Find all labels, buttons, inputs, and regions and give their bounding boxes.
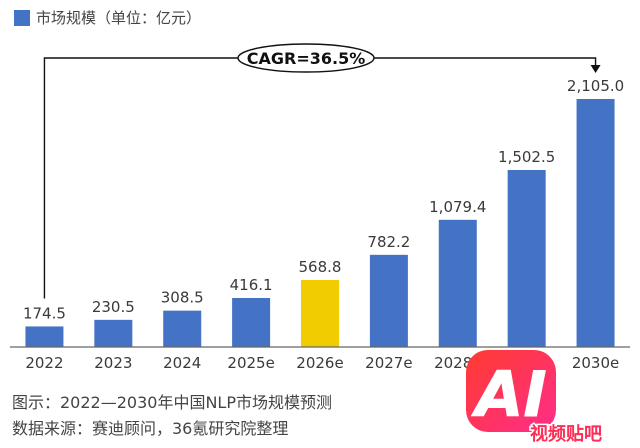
watermark-logo: AI	[470, 358, 546, 431]
watermark-badge	[466, 350, 556, 432]
data-label-2028e: 1,079.4	[429, 198, 486, 216]
legend-label: 市场规模（单位：亿元）	[36, 9, 202, 27]
data-label-2024: 308.5	[161, 289, 204, 307]
data-label-2026e: 568.8	[299, 258, 342, 276]
bar-2028e	[438, 219, 477, 347]
bar-2022	[25, 326, 64, 347]
x-tick-2023: 2023	[94, 354, 132, 372]
x-tick-2024: 2024	[163, 354, 201, 372]
cagr-oval	[237, 43, 375, 73]
figure-caption: 图示：2022—2030年中国NLP市场规模预测	[12, 393, 332, 412]
x-tick-2027e: 2027e	[365, 354, 412, 372]
legend: 市场规模（单位：亿元）	[14, 7, 201, 28]
x-tick-2025e: 2025e	[227, 354, 274, 372]
data-label-2025e: 416.1	[230, 276, 273, 294]
bar-2029e	[507, 169, 546, 347]
data-label-2023: 230.5	[92, 298, 135, 316]
cagr-label: CAGR=36.5%	[247, 49, 366, 68]
legend-swatch	[14, 9, 30, 26]
data-label-2027e: 782.2	[367, 233, 410, 251]
bar-2025e	[232, 297, 271, 347]
bar-2023	[94, 319, 133, 347]
x-tick-2026e: 2026e	[296, 354, 343, 372]
data-label-2029e: 1,502.5	[498, 148, 555, 166]
data-label-2030e: 2,105.0	[567, 77, 624, 95]
source-caption: 数据来源：赛迪顾问，36氪研究院整理	[12, 419, 289, 438]
data-label-2022: 174.5	[23, 304, 66, 322]
bar-2026e	[301, 279, 339, 347]
x-tick-2030e: 2030e	[572, 354, 619, 372]
bar-2024	[163, 310, 202, 347]
x-tick-2022: 2022	[25, 354, 63, 372]
watermark-subtext: 视频贴吧	[530, 423, 602, 445]
cagr-arrowhead	[590, 65, 601, 73]
bar-2027e	[369, 254, 408, 347]
bar-2030e	[576, 99, 615, 347]
